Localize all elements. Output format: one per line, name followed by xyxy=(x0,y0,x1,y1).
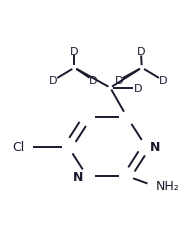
Text: D: D xyxy=(137,46,145,57)
Text: N: N xyxy=(150,141,161,153)
Text: D: D xyxy=(133,83,142,93)
Text: NH₂: NH₂ xyxy=(155,179,179,192)
Text: Cl: Cl xyxy=(13,141,25,153)
Text: D: D xyxy=(49,76,58,86)
Text: D: D xyxy=(159,76,167,86)
Text: N: N xyxy=(72,170,83,183)
Text: D: D xyxy=(114,76,123,86)
Text: D: D xyxy=(89,76,98,86)
Text: D: D xyxy=(70,46,79,57)
